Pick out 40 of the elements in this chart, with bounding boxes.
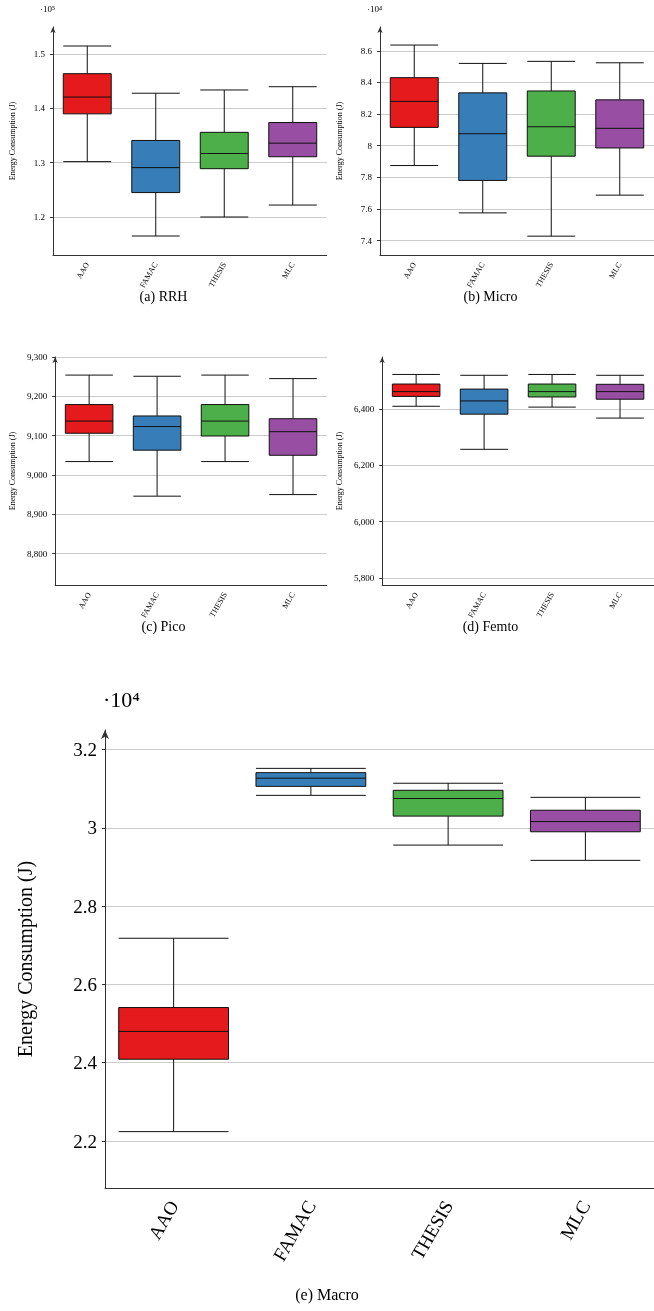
y-tick-label: 2.8	[73, 895, 97, 917]
y-tick-label: 9,100	[26, 430, 48, 441]
y-tick-label: 2.4	[73, 1052, 98, 1074]
text: (b) Micro	[463, 288, 518, 305]
y-tick-label: 3.2	[73, 739, 97, 761]
y-tick-label: 8,900	[26, 509, 48, 520]
y-tick-label: 1.3	[33, 157, 46, 168]
y-tick-label: 9,000	[26, 469, 48, 480]
text: ·10⁴	[103, 686, 141, 712]
y-tick-label: 7.8	[360, 172, 373, 183]
y-tick-label: 7.4	[360, 235, 373, 246]
y-tick-label: 8	[367, 140, 373, 151]
y-tick-label: 1.2	[33, 212, 45, 222]
y-tick-label: 9,200	[26, 391, 48, 402]
y-tick-label: 6,400	[353, 404, 375, 415]
y-tick-label: 1.4	[33, 103, 46, 114]
y-axis-title: Energy Consumption (J)	[334, 101, 344, 181]
y-tick-label: 6,200	[353, 460, 375, 471]
y-tick-label: 2.6	[73, 973, 97, 995]
text: (a) RRH	[139, 288, 188, 305]
y-tick-label: 8,800	[26, 548, 48, 559]
y-tick-label: 3	[87, 817, 97, 839]
y-tick-label: 1.5	[33, 49, 46, 60]
text: (d) Femto	[462, 618, 519, 635]
y-tick-label: 8.4	[360, 77, 373, 88]
text: ·10⁵	[40, 3, 56, 14]
y-axis-title: Energy Consumption (J)	[14, 860, 37, 1058]
text: (c) Pico	[141, 618, 186, 635]
y-tick-label: 8.6	[360, 45, 373, 56]
y-axis-title: Energy Consumption (J)	[7, 431, 17, 511]
y-axis-title: Energy Consumption (J)	[7, 101, 17, 181]
text: (e) Macro	[295, 1285, 359, 1304]
text: ·10⁴	[367, 3, 383, 14]
y-tick-label: 5,800	[353, 572, 375, 583]
y-axis-title: Energy Consumption (J)	[334, 431, 344, 511]
y-tick-label: 7.6	[360, 204, 373, 215]
y-tick-label: 2.2	[73, 1130, 97, 1152]
y-tick-label: 9,300	[26, 352, 48, 362]
y-tick-label: 8.2	[360, 109, 372, 120]
y-tick-label: 6,000	[353, 516, 375, 527]
